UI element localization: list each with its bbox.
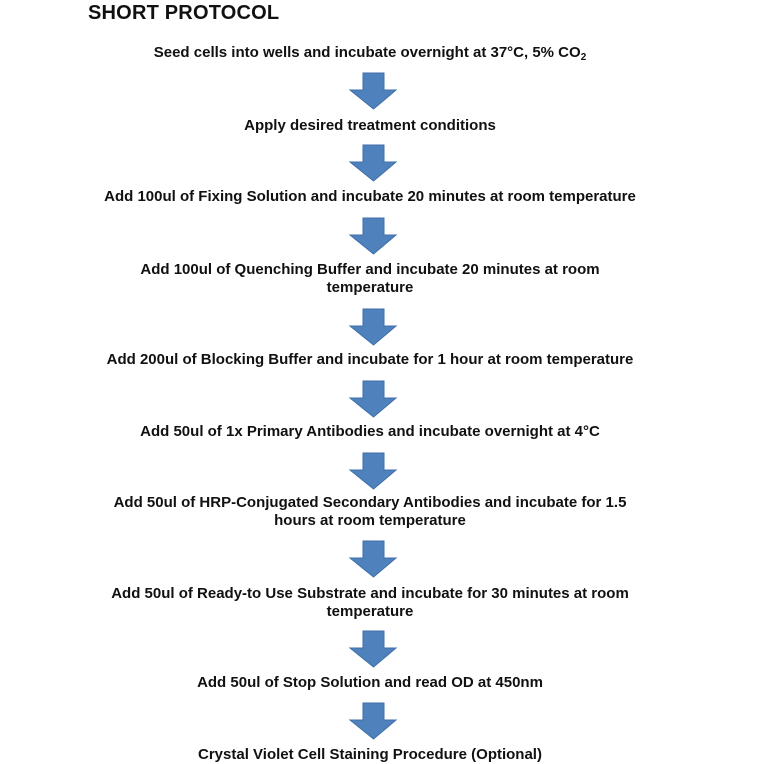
step-1: Seed cells into wells and incubate overn… <box>70 44 670 63</box>
step-6: Add 50ul of 1x Primary Antibodies and in… <box>140 423 600 440</box>
down-arrow-icon <box>348 380 398 418</box>
step-7: Add 50ul of HRP-Conjugated Secondary Ant… <box>113 494 627 529</box>
step-2: Apply desired treatment conditions <box>244 117 496 134</box>
down-arrow-icon <box>348 308 398 346</box>
down-arrow-icon <box>348 452 398 490</box>
down-arrow-icon <box>348 72 398 110</box>
step-9: Add 50ul of Stop Solution and read OD at… <box>197 674 543 691</box>
step-10: Crystal Violet Cell Staining Procedure (… <box>198 746 542 763</box>
down-arrow-icon <box>348 630 398 668</box>
down-arrow-icon <box>348 217 398 255</box>
step-5: Add 200ul of Blocking Buffer and incubat… <box>106 351 634 368</box>
step-3: Add 100ul of Fixing Solution and incubat… <box>104 188 636 205</box>
down-arrow-icon <box>348 540 398 578</box>
down-arrow-icon <box>348 702 398 740</box>
step-8: Add 50ul of Ready-to Use Substrate and i… <box>111 585 629 620</box>
step-4: Add 100ul of Quenching Buffer and incuba… <box>140 261 600 296</box>
page-title: SHORT PROTOCOL <box>88 2 280 24</box>
down-arrow-icon <box>348 144 398 182</box>
step-text: Seed cells into wells and incubate overn… <box>153 44 581 61</box>
subscript: 2 <box>580 52 587 63</box>
